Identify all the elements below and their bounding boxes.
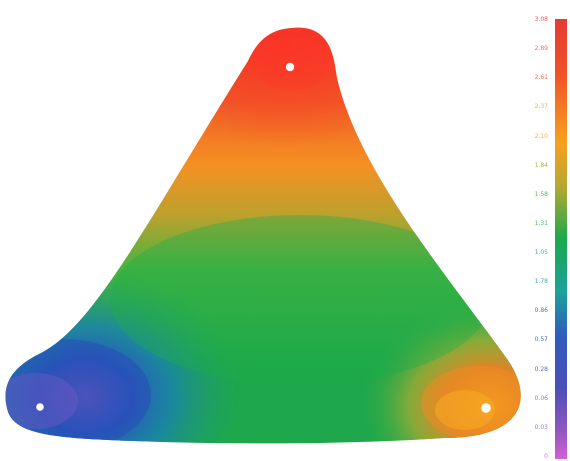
vertex-markers (36, 62, 491, 413)
legend-tick-label: 0.03 (534, 423, 548, 431)
violet-corner (5, 373, 78, 429)
legend-tick-label: 2.37 (534, 103, 548, 111)
green-midfield-blob (110, 215, 490, 385)
bottom-right-vertex-marker (481, 403, 491, 413)
right-orange-corner (421, 366, 521, 440)
top-vertex-marker (285, 62, 295, 72)
legend-tick-label: 3.08 (534, 16, 548, 23)
legend-tick-label: 0 (544, 453, 548, 460)
legend-tick-label: 2.61 (534, 74, 548, 82)
right-yellow-glow (435, 390, 495, 430)
legend-tick-label: 0.28 (534, 365, 548, 373)
legend-tick-label: 0.86 (534, 307, 548, 315)
legend-tick-label: 0.57 (534, 336, 548, 344)
legend-tick-label: 1.31 (534, 219, 548, 227)
legend-tick-label: 1.05 (534, 249, 548, 257)
legend-tick-label: 2.10 (534, 132, 548, 140)
legend-tick-label: 2.89 (534, 45, 548, 53)
top-red-cap (252, 37, 332, 89)
legend-tick-label: 1.58 (534, 190, 548, 198)
legend-tick-label: 1.84 (534, 161, 548, 169)
legend-bar (555, 19, 567, 459)
legend-tick-label: 1.78 (534, 278, 548, 286)
legend (555, 19, 567, 459)
legend-tick-label: 0.06 (534, 394, 548, 402)
bottom-left-vertex-marker (36, 403, 44, 411)
